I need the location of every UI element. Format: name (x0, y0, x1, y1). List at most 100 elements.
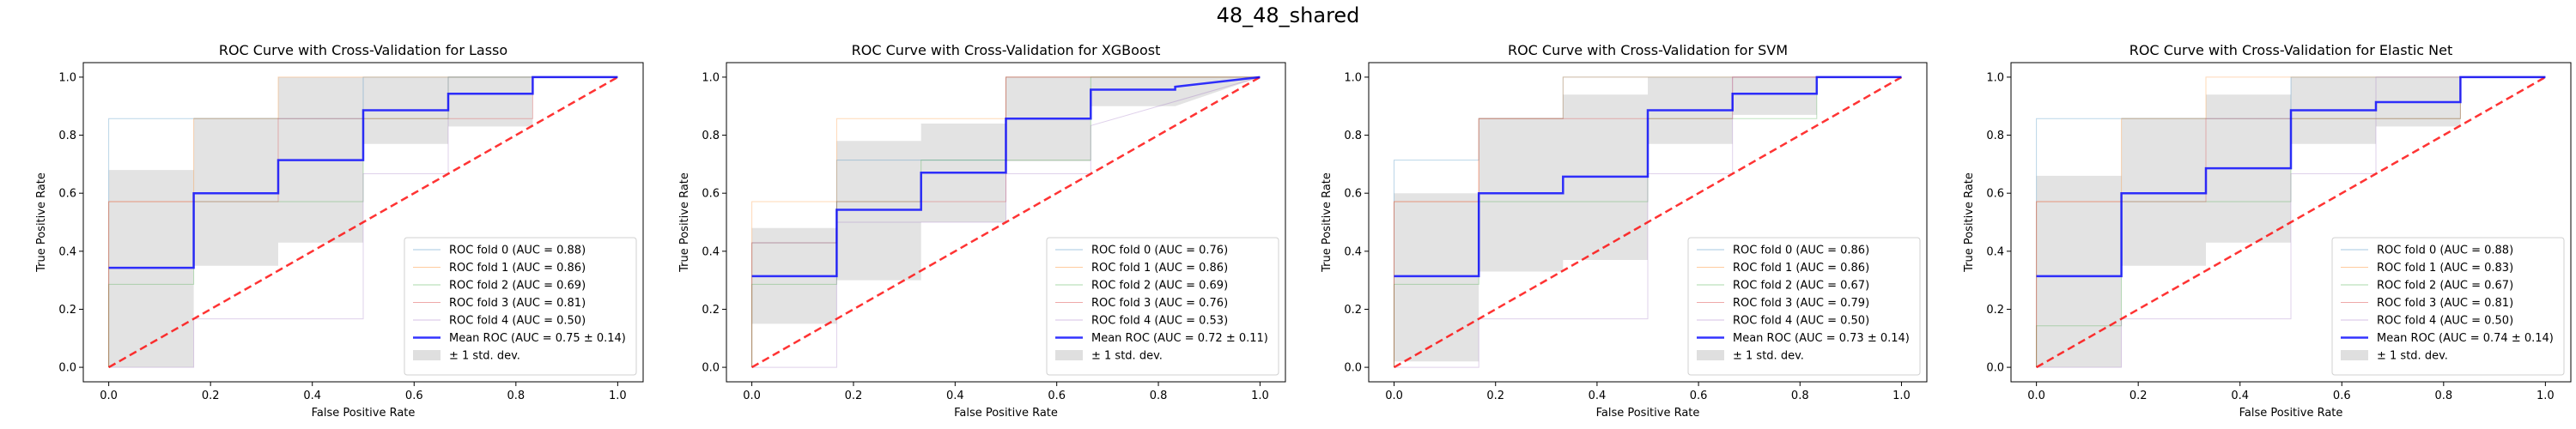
legend: ROC fold 0 (AUC = 0.88) ROC fold 1 (AUC =… (2331, 237, 2565, 376)
axes-frame (726, 62, 1286, 383)
legend-swatch-band (2341, 350, 2368, 360)
legend-label-fold-3: ROC fold 3 (AUC = 0.79) (1733, 297, 1869, 310)
y-tick-label: 0.0 (1344, 362, 1362, 375)
legend-box (1046, 237, 1279, 376)
x-tick-label: 1.0 (1251, 390, 1269, 402)
legend-label-fold-4: ROC fold 4 (AUC = 0.50) (1733, 315, 1869, 328)
x-tick-label: 1.0 (609, 390, 627, 402)
y-tick-label: 0.6 (1986, 188, 2004, 201)
x-tick-label: 0.2 (845, 390, 863, 402)
legend-swatch-band (1055, 350, 1083, 360)
std-band (751, 76, 1261, 324)
chart-panel-1: 0.0 0.0 0.2 0.2 0.4 0.4 0.6 0.6 0.8 0.8 1.0 1.0 ROC … (678, 42, 1286, 420)
chance-line (108, 76, 618, 369)
x-tick-label: 0.0 (100, 390, 118, 402)
legend-label-fold-0: ROC fold 0 (AUC = 0.86) (1733, 245, 1869, 257)
roc-fold-0-line (2036, 76, 2546, 368)
y-tick-label: 0.2 (58, 304, 76, 317)
plot-area (108, 76, 618, 369)
chart-panel-0: 0.0 0.0 0.2 0.2 0.4 0.4 0.6 0.6 0.8 0.8 1.0 1.0 ROC … (35, 42, 644, 420)
legend-label-fold-1: ROC fold 1 (AUC = 0.86) (1091, 262, 1228, 275)
legend-box (1687, 237, 1921, 376)
legend-label-fold-1: ROC fold 1 (AUC = 0.86) (449, 262, 586, 275)
legend-label-fold-4: ROC fold 4 (AUC = 0.50) (2377, 315, 2513, 328)
y-tick-label: 0.6 (1344, 188, 1362, 201)
axes-frame (2010, 62, 2572, 383)
chance-line (2036, 76, 2546, 369)
roc-fold-2-line (108, 76, 618, 368)
x-tick-label: 0.4 (946, 390, 964, 402)
y-tick-label: 0.0 (58, 362, 76, 375)
x-tick-label: 0.2 (202, 390, 220, 402)
x-tick-label: 0.8 (2434, 390, 2452, 402)
y-tick-label: 0.4 (1986, 245, 2004, 258)
y-tick-label: 1.0 (1344, 71, 1362, 84)
chart-panel-3: 0.0 0.0 0.2 0.2 0.4 0.4 0.6 0.6 0.8 0.8 1.0 1.0 ROC … (1963, 42, 2572, 420)
legend-label-fold-0: ROC fold 0 (AUC = 0.88) (449, 245, 586, 257)
x-axis-label: False Positive Rate (954, 407, 1058, 420)
y-axis-label: True Positive Rate (678, 172, 691, 273)
legend-box (2331, 237, 2565, 376)
axes-frame (1368, 62, 1928, 383)
legend-label-fold-1: ROC fold 1 (AUC = 0.83) (2377, 262, 2513, 275)
y-tick-label: 0.6 (702, 188, 720, 201)
y-tick-label: 0.8 (58, 130, 76, 142)
y-tick-label: 0.4 (702, 245, 720, 258)
legend-label-band: ± 1 std. dev. (2377, 350, 2448, 363)
y-tick-label: 0.8 (1344, 130, 1362, 142)
y-axis-label: True Positive Rate (1321, 172, 1334, 273)
roc-fold-4-line (2036, 76, 2546, 368)
legend-label-band: ± 1 std. dev. (449, 350, 520, 363)
y-tick-label: 0.2 (1986, 304, 2004, 317)
legend-label-fold-0: ROC fold 0 (AUC = 0.76) (1091, 245, 1228, 257)
legend-swatch-band (1697, 350, 1724, 360)
chart-panel-2: 0.0 0.0 0.2 0.2 0.4 0.4 0.6 0.6 0.8 0.8 1.0 1.0 ROC … (1321, 42, 1928, 420)
roc-fold-4-line (751, 76, 1261, 368)
y-tick-label: 0.4 (1344, 245, 1362, 258)
y-tick-label: 0.6 (58, 188, 76, 201)
chance-line (750, 76, 1261, 369)
plot-area (750, 76, 1261, 369)
roc-fold-1-line (2036, 76, 2546, 368)
legend-label-fold-2: ROC fold 2 (AUC = 0.67) (1733, 280, 1869, 293)
x-axis-label: False Positive Rate (312, 407, 416, 420)
y-axis-label: True Positive Rate (35, 172, 48, 273)
roc-fold-3-line (751, 76, 1261, 368)
legend-label-fold-2: ROC fold 2 (AUC = 0.69) (1091, 280, 1228, 293)
legend-label-fold-1: ROC fold 1 (AUC = 0.86) (1733, 262, 1869, 275)
x-tick-label: 0.0 (2027, 390, 2045, 402)
chart-title: ROC Curve with Cross-Validation for SVM (1508, 42, 1788, 58)
axes-frame (82, 62, 644, 383)
x-tick-label: 1.0 (1893, 390, 1911, 402)
mean-roc-line (1394, 76, 1902, 278)
y-tick-label: 1.0 (58, 71, 76, 84)
legend-label-mean: Mean ROC (AUC = 0.75 ± 0.14) (449, 332, 626, 345)
roc-fold-3-line (1394, 76, 1902, 368)
y-tick-label: 0.2 (702, 304, 720, 317)
legend-label-fold-2: ROC fold 2 (AUC = 0.67) (2377, 280, 2513, 293)
legend-label-fold-4: ROC fold 4 (AUC = 0.50) (449, 315, 586, 328)
x-tick-label: 0.6 (2333, 390, 2351, 402)
std-band (1394, 76, 1902, 362)
y-tick-label: 1.0 (702, 71, 720, 84)
x-tick-label: 0.8 (1150, 390, 1168, 402)
roc-fold-0-line (751, 76, 1261, 368)
legend: ROC fold 0 (AUC = 0.88) ROC fold 1 (AUC =… (404, 237, 637, 376)
x-tick-label: 0.4 (1589, 390, 1607, 402)
mean-roc-line (751, 76, 1261, 278)
mean-roc-line (2036, 76, 2546, 278)
chance-line (1393, 76, 1903, 369)
legend-box (404, 237, 637, 376)
roc-fold-0-line (1394, 76, 1902, 368)
legend-label-fold-3: ROC fold 3 (AUC = 0.81) (2377, 297, 2513, 310)
chart-title: ROC Curve with Cross-Validation for Lass… (219, 42, 507, 58)
legend-label-fold-0: ROC fold 0 (AUC = 0.88) (2377, 245, 2513, 257)
x-tick-label: 0.2 (1486, 390, 1504, 402)
y-tick-label: 0.2 (1344, 304, 1362, 317)
plot-area (1393, 76, 1903, 369)
legend-label-band: ± 1 std. dev. (1091, 350, 1163, 363)
legend-swatch-band (413, 350, 440, 360)
y-tick-label: 0.0 (702, 362, 720, 375)
